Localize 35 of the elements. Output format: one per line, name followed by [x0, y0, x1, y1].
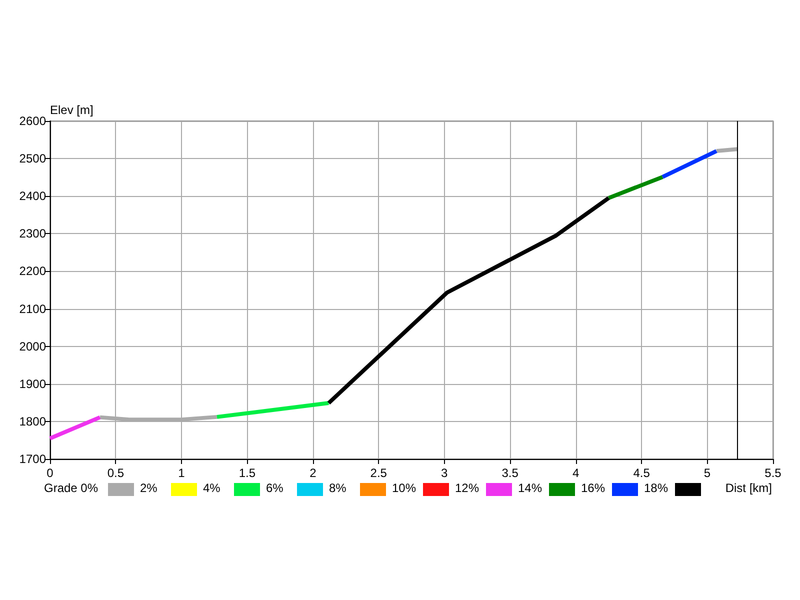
x-tick-label: 1.5	[238, 466, 256, 480]
legend-label: 8%	[329, 481, 347, 495]
x-tick-label: 0.5	[107, 466, 124, 480]
y-tick-label: 1900	[19, 376, 46, 391]
y-tick-label: 2500	[19, 152, 46, 166]
x-tick-label: 3	[441, 466, 448, 480]
y-tick-label: 2600	[19, 114, 46, 128]
x-tick-label: 5.5	[764, 466, 782, 480]
legend-label: 18%	[644, 481, 668, 495]
legend-label: 2%	[140, 481, 158, 495]
y-axis-title: Elev [m]	[50, 103, 94, 117]
y-tick-label: 2000	[19, 339, 46, 354]
y-tick-label: 1700	[19, 452, 46, 466]
legend-label: 14%	[518, 481, 542, 495]
legend-label: 12%	[455, 481, 480, 495]
x-tick-label: 0	[46, 466, 54, 480]
x-tick-label: 5	[704, 466, 711, 480]
y-tick-label: 2200	[19, 264, 46, 278]
x-tick-label: 2	[310, 466, 317, 480]
legend-label: 10%	[392, 481, 416, 495]
x-tick-label: 4	[572, 466, 580, 480]
legend-title: Grade 0%	[44, 481, 98, 495]
x-tick-label: 4.5	[633, 466, 650, 480]
y-tick-label: 2400	[19, 189, 46, 204]
x-tick-label: 2.5	[370, 466, 388, 480]
legend-label: 6%	[266, 481, 284, 495]
x-tick-label: 3.5	[502, 466, 519, 480]
legend-label: 4%	[203, 481, 221, 495]
x-tick-label: 1	[178, 466, 186, 480]
x-axis-title: Dist [km]	[725, 481, 772, 495]
y-tick-label: 1800	[19, 414, 46, 428]
line-series	[326, 196, 611, 406]
legend-label: 16%	[581, 481, 606, 495]
y-tick-label: 2100	[19, 302, 46, 316]
y-tick-label: 2300	[19, 226, 46, 241]
